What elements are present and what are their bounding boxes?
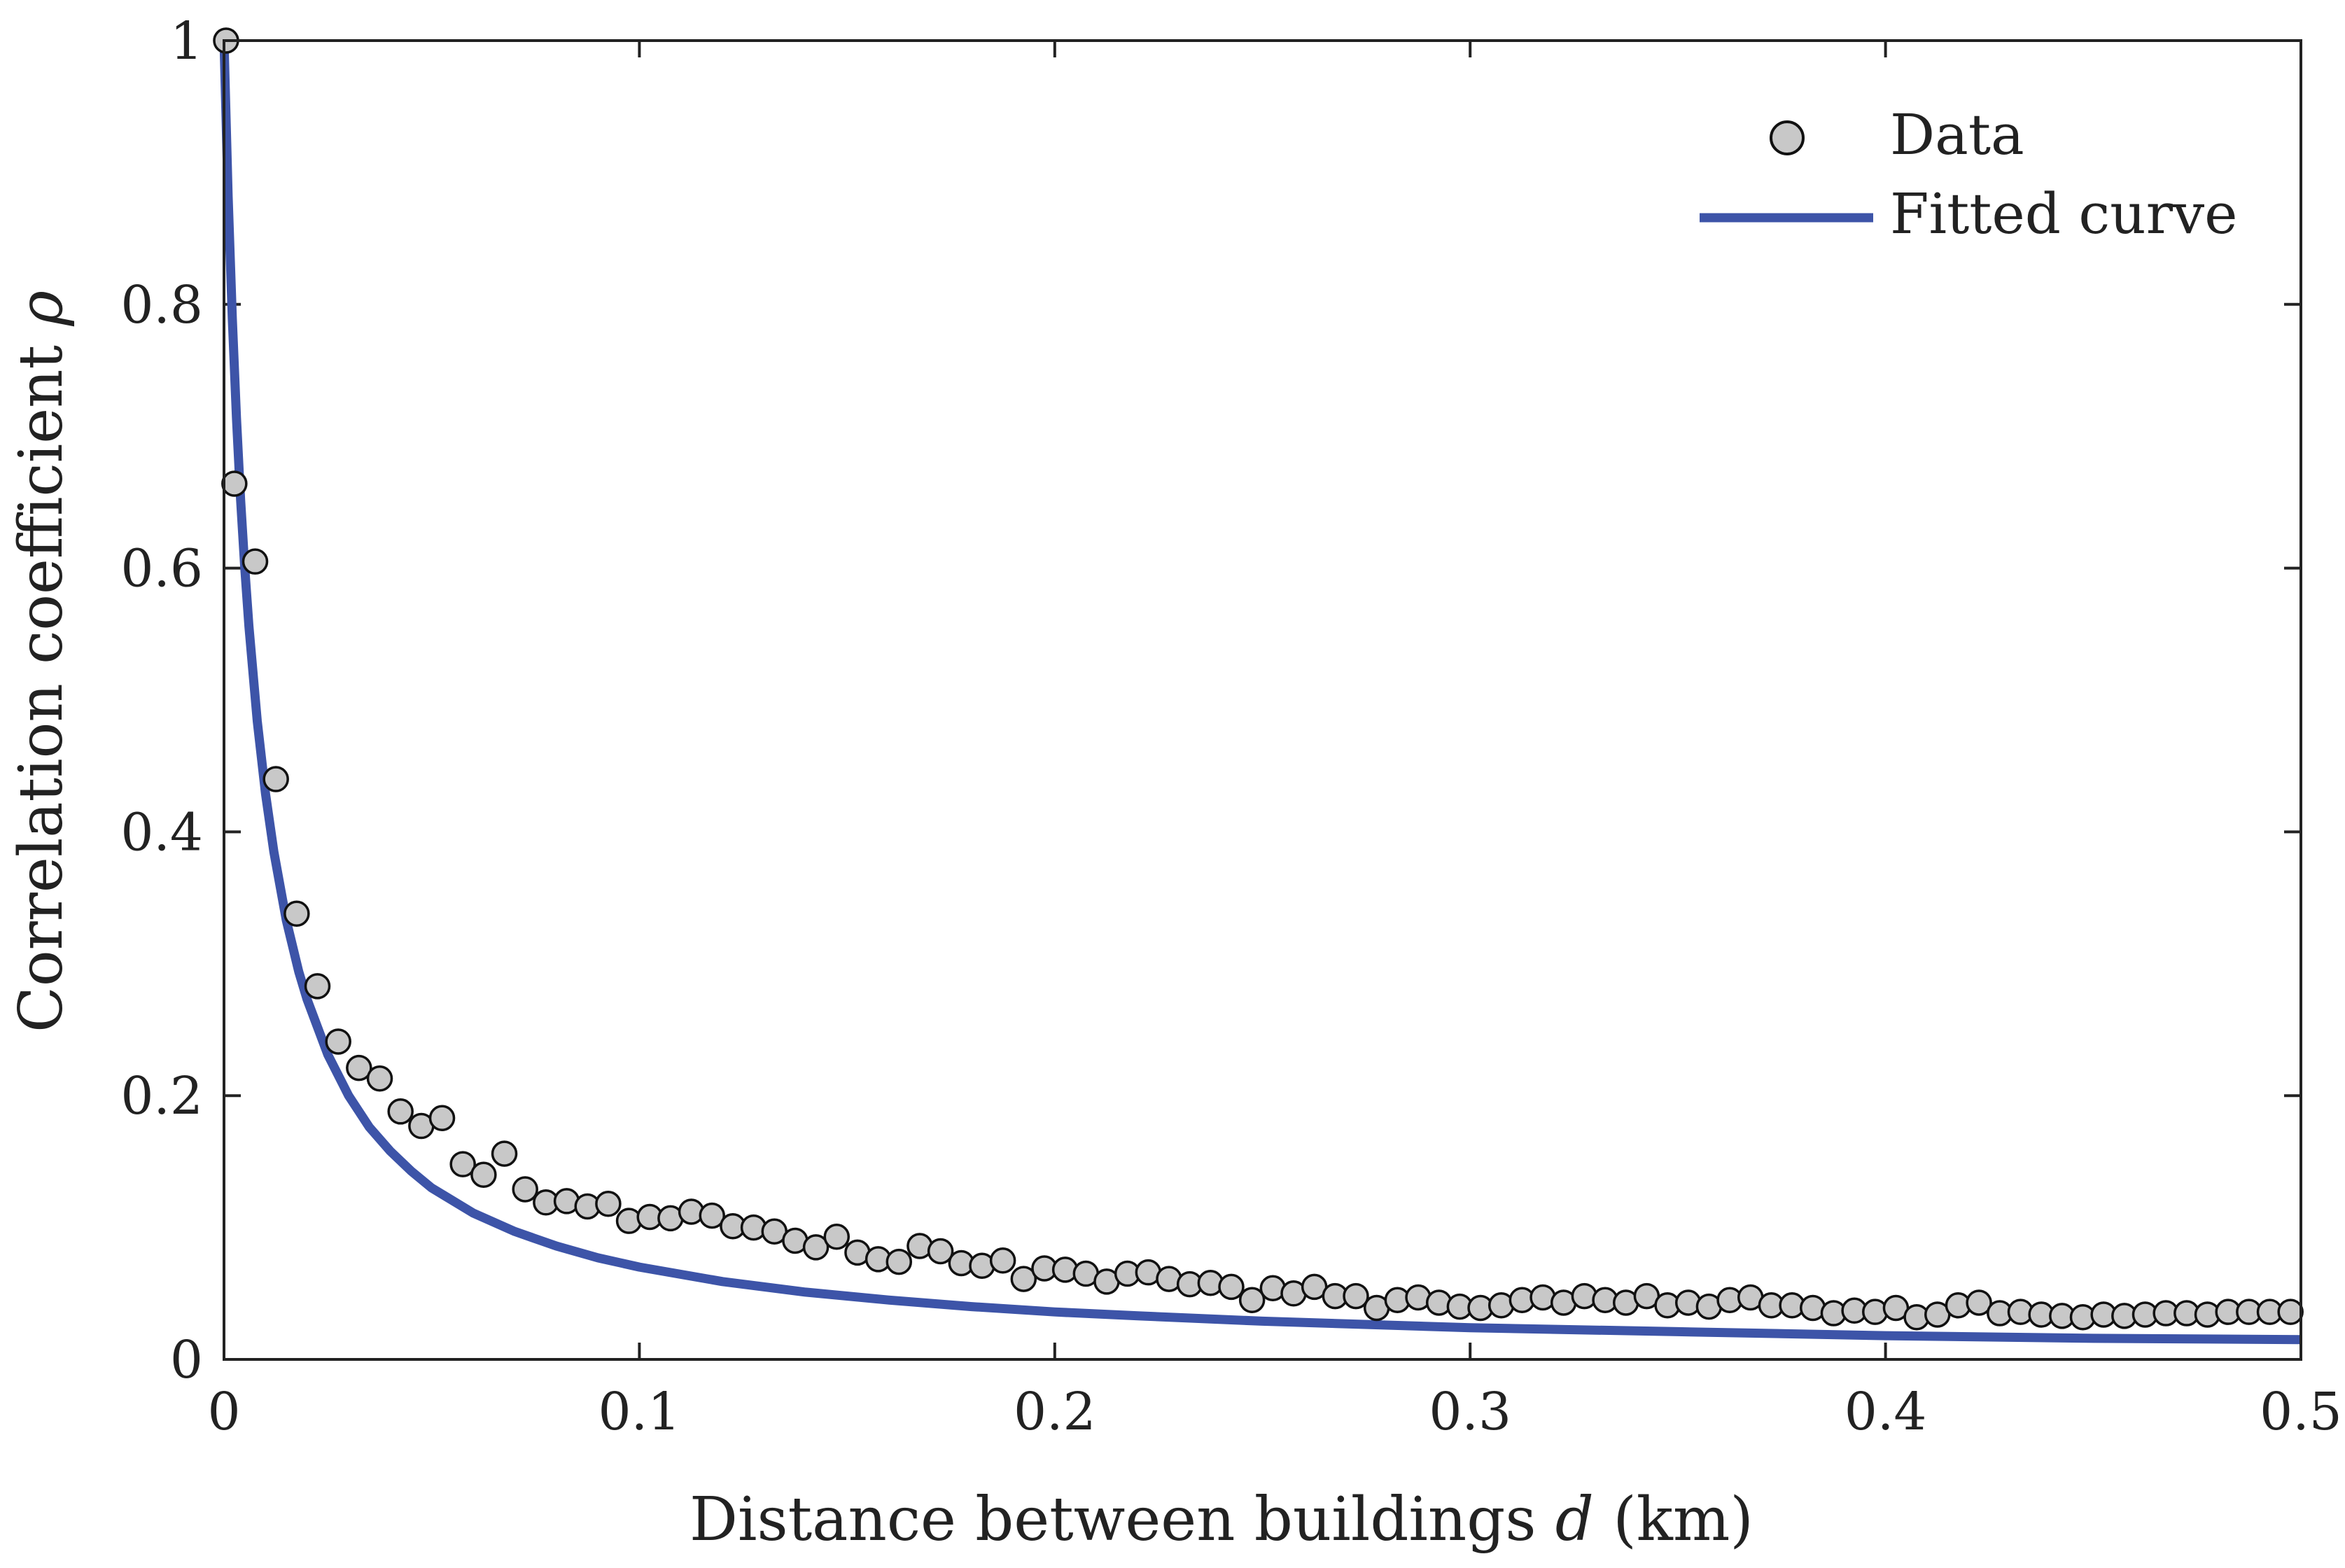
data-point [262,766,289,792]
legend-data-marker [1770,120,1805,155]
data-point [1010,1266,1037,1292]
data-point [512,1176,538,1203]
x-tick-label: 0 [207,1382,240,1442]
data-point [304,973,331,1000]
data-point [1238,1287,1266,1313]
legend-fit-label: Fitted curve [1890,181,2237,246]
data-point [366,1065,393,1092]
y-tick-label: 0.8 [120,275,203,335]
plot-area [213,27,2304,1345]
data-point [927,1238,954,1265]
data-point [387,1098,414,1125]
data-point [470,1161,497,1188]
data-point [241,548,269,575]
data-point [491,1140,518,1167]
fitted-curve-layer [219,40,2302,1345]
plot-frame [223,39,2302,1361]
x-tick-label: 0.1 [598,1382,681,1442]
fitted-curve [219,40,2302,1345]
data-point [989,1247,1016,1274]
y-tick-label: 0.2 [120,1066,203,1126]
data-point [2277,1298,2304,1325]
x-tick-label: 0.3 [1429,1382,1511,1442]
data-point [802,1234,830,1261]
data-point [699,1202,725,1229]
tick-labels: 0 0.1 0.2 0.3 0.4 0.5 0 0.2 0.4 0.6 0.8 1 [120,11,2342,1442]
y-tick-label: 1 [170,11,203,71]
data-point [449,1151,476,1177]
y-axis-label: Correlation coefficient ρ [6,290,76,1032]
y-tick-label: 0.4 [120,802,203,862]
data-point [1966,1289,1992,1316]
data-point [428,1105,456,1131]
data-point [1218,1273,1245,1301]
data-point [346,1054,372,1082]
data-points-layer [213,27,2304,1331]
x-axis-label: Distance between buildings d (km) [690,1485,1754,1555]
y-tick-label: 0.6 [120,539,203,599]
y-tick-label: 0 [170,1330,203,1390]
data-point [325,1028,351,1055]
data-point [1343,1282,1369,1310]
x-tick-label: 0.2 [1014,1382,1096,1442]
legend-data-label: Data [1890,102,2024,167]
x-tick-label: 0.4 [1844,1382,1927,1442]
data-point [221,470,248,497]
data-point [886,1248,913,1275]
x-tick-label: 0.5 [2260,1382,2342,1442]
data-point [284,900,310,927]
data-point [595,1190,622,1217]
data-point [823,1224,850,1250]
legend: Data Fitted curve [1700,102,2237,246]
